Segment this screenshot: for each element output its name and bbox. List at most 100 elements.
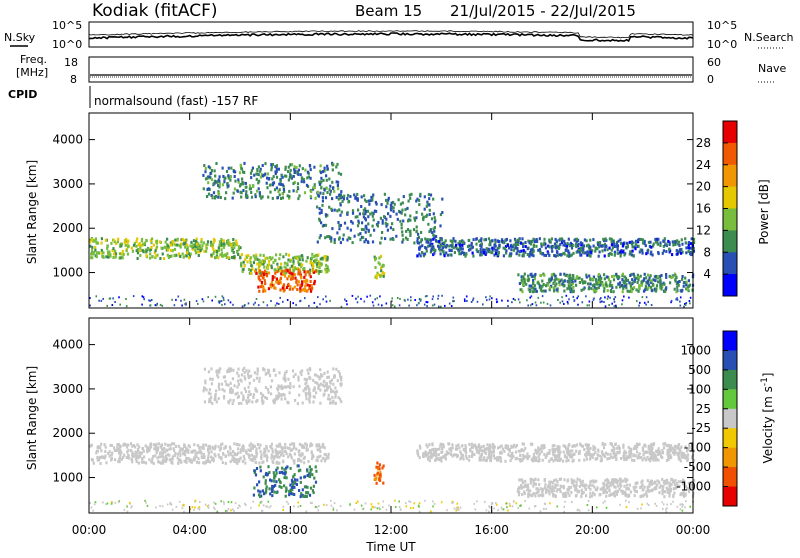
velocity-cell <box>326 386 328 389</box>
power-cell <box>439 249 441 252</box>
power-cell <box>203 187 205 190</box>
power-cell <box>233 192 235 195</box>
power-cell <box>178 252 180 255</box>
velocity-cell <box>244 462 246 465</box>
velocity-cell <box>677 445 679 448</box>
power-cell <box>496 298 498 300</box>
velocity-cell <box>325 383 327 386</box>
power-cell <box>370 196 372 199</box>
power-cell <box>564 242 566 245</box>
velocity-cell <box>307 372 309 375</box>
noise-tick-low-right: 10^0 <box>707 38 737 51</box>
velocity-cell <box>456 507 458 509</box>
power-cell <box>150 304 152 306</box>
power-cell <box>282 255 284 258</box>
velocity-cell <box>284 378 286 381</box>
velocity-cell <box>319 450 321 453</box>
power-cell <box>294 286 296 289</box>
power-cell <box>110 242 112 245</box>
power-cell <box>278 282 280 285</box>
power-cell <box>563 252 565 255</box>
power-cell <box>343 234 345 237</box>
power-cell <box>566 295 568 297</box>
power-cell <box>643 279 645 282</box>
velocity-cell <box>528 493 530 496</box>
power-cell <box>668 248 670 251</box>
power-cell <box>218 246 220 249</box>
power-cell <box>270 265 272 268</box>
velocity-cell <box>602 489 604 492</box>
velocity-cell <box>291 442 293 445</box>
velocity-cell <box>265 473 267 476</box>
power-cell <box>380 269 382 272</box>
power-cell <box>684 237 686 240</box>
power-cell <box>309 284 311 287</box>
power-cell <box>150 246 152 249</box>
power-cell <box>272 275 274 278</box>
power-cell <box>526 299 528 301</box>
power-cell <box>532 303 534 305</box>
power-cell <box>667 240 669 243</box>
velocity-cell <box>535 483 537 486</box>
velocity-cell <box>223 390 225 393</box>
velocity-cell <box>510 459 512 462</box>
velocity-cell <box>268 371 270 374</box>
velocity-cell <box>445 458 447 461</box>
velocity-cell <box>484 449 486 452</box>
power-cell <box>224 177 226 180</box>
power-cell <box>289 288 291 291</box>
power-cell <box>561 253 563 256</box>
velocity-cell <box>222 461 224 464</box>
velocity-cell <box>425 444 427 447</box>
power-cell <box>555 246 557 249</box>
velocity-cell <box>276 387 278 390</box>
power-cell <box>270 286 272 289</box>
power-cell <box>432 298 434 300</box>
power-cell <box>521 279 523 282</box>
power-cell <box>686 302 688 304</box>
velocity-cell <box>148 458 150 461</box>
power-cell <box>267 196 269 199</box>
velocity-cell <box>166 449 168 452</box>
velocity-cell <box>170 461 172 464</box>
velocity-cell <box>242 449 244 452</box>
power-cell <box>125 238 127 241</box>
power-cell <box>604 296 606 298</box>
power-cell <box>293 189 295 192</box>
velocity-cell <box>223 395 225 398</box>
power-cell <box>413 241 415 244</box>
velocity-cell <box>269 374 271 377</box>
power-cell <box>568 238 570 241</box>
power-cell <box>563 303 565 305</box>
power-cell <box>385 222 387 225</box>
power-cell <box>331 197 333 200</box>
velocity-cell <box>242 394 244 397</box>
velocity-cell <box>518 458 520 461</box>
velocity-cell <box>602 482 604 485</box>
power-cell <box>590 283 592 286</box>
power-cell <box>227 174 229 177</box>
power-cell <box>352 222 354 225</box>
velocity-cell <box>660 455 662 458</box>
power-cell <box>527 305 529 307</box>
velocity-cell <box>651 489 653 492</box>
power-cell <box>332 168 334 171</box>
velocity-cell <box>538 494 540 497</box>
power-cell <box>392 304 394 306</box>
velocity-cell <box>383 465 385 468</box>
power-cell <box>283 283 285 286</box>
power-cell <box>315 197 317 200</box>
velocity-cell <box>300 476 302 479</box>
power-cell <box>409 194 411 197</box>
power-cell <box>550 241 552 244</box>
power-cell <box>230 244 232 247</box>
power-cell <box>249 184 251 187</box>
velocity-cell <box>552 482 554 485</box>
power-cell <box>291 163 293 166</box>
velocity-cell <box>662 451 664 454</box>
power-cell <box>310 177 312 180</box>
velocity-cell <box>225 383 227 386</box>
velocity-cell <box>329 398 331 401</box>
power-cell <box>206 177 208 180</box>
power-cell <box>497 239 499 242</box>
